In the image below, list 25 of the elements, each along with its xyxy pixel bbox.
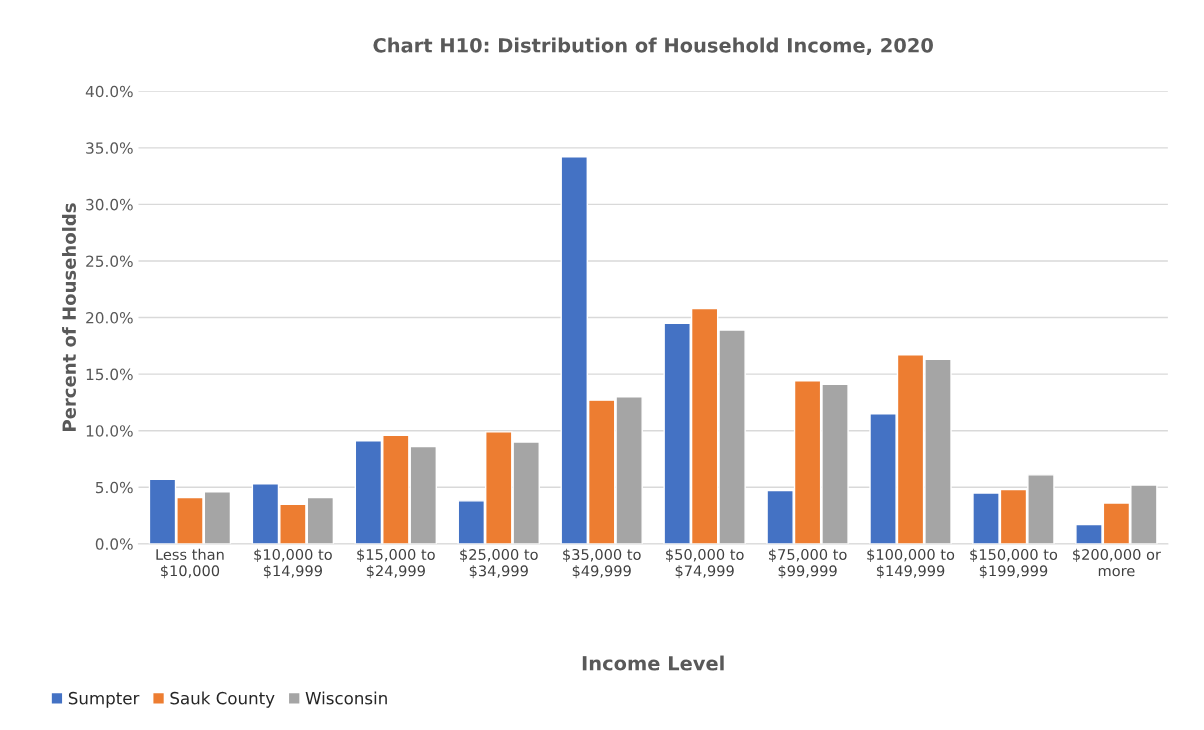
x-tick-label: $75,000 to $99,999 <box>769 548 847 579</box>
y-tick-label: 30.0% <box>86 198 133 211</box>
x-tick-label: $50,000 to $74,999 <box>666 548 744 579</box>
y-tick-label: 0.0% <box>95 538 133 550</box>
y-tick-label: 35.0% <box>86 142 133 154</box>
y-tick-label: 5.0% <box>95 481 133 494</box>
y-tick-label: 40.0% <box>85 85 133 98</box>
x-tick-label: Less than $10,000 <box>156 548 224 579</box>
x-tick-label: $100,000 to $149,999 <box>867 548 955 579</box>
x-tick-label: $200,000 or more <box>1073 548 1161 577</box>
y-tick-label: 15.0% <box>86 368 133 381</box>
legend-label: Wisconsin <box>305 691 387 705</box>
chart-title: Chart H10: Distribution of Household Income, 2020 <box>373 37 933 56</box>
x-tick-label: $35,000 to $49,999 <box>563 548 641 579</box>
x-tick-label: $150,000 to $199,999 <box>970 548 1058 579</box>
y-tick-label: 25.0% <box>86 255 133 267</box>
legend-label: Sauk County <box>170 691 275 708</box>
legend-label: Sumpter <box>68 691 140 708</box>
x-tick-label: $10,000 to $14,999 <box>254 548 332 579</box>
x-axis-title: Income Level <box>582 655 724 671</box>
x-tick-label: $25,000 to $34,999 <box>460 548 538 579</box>
y-tick-label: 10.0% <box>86 425 133 437</box>
y-tick-label: 20.0% <box>86 312 133 324</box>
x-tick-label: $15,000 to $24,999 <box>357 548 435 579</box>
y-axis-title: Percent of Households <box>62 203 77 431</box>
